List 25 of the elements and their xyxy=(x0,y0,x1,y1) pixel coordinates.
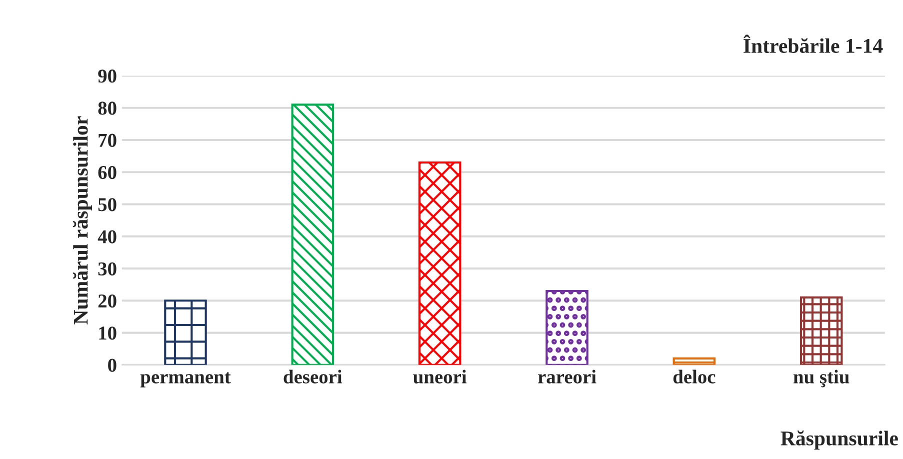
bar xyxy=(800,296,843,365)
y-tick-label: 10 xyxy=(99,326,116,340)
bar xyxy=(291,104,334,365)
x-tick-label: deloc xyxy=(673,370,716,384)
chart-title: Întrebările 1-14 xyxy=(744,34,883,53)
y-tick-label: 0 xyxy=(108,358,116,372)
y-tick-label: 20 xyxy=(98,294,116,308)
y-tick-label: 40 xyxy=(98,230,116,244)
bar xyxy=(164,300,207,365)
y-tick-label: 70 xyxy=(98,134,116,147)
bar xyxy=(418,161,462,365)
x-tick-label: rareori xyxy=(538,370,596,384)
y-tick-label: 30 xyxy=(98,262,116,276)
x-tick-label: deseori xyxy=(284,370,342,384)
y-tick-label: 50 xyxy=(98,198,116,212)
x-axis-title: Răspunsurile xyxy=(780,430,898,450)
y-tick-label: 90 xyxy=(98,70,116,83)
bar xyxy=(546,290,588,365)
bar xyxy=(672,357,716,365)
x-tick-label: nu ştiu xyxy=(794,370,850,388)
y-axis-title: Numărul răspunsurilor xyxy=(72,116,92,324)
y-tick-label: 60 xyxy=(98,166,116,180)
x-tick-label: permanent xyxy=(140,372,231,388)
x-tick-label: uneori xyxy=(413,370,467,384)
y-tick-label: 80 xyxy=(98,102,116,115)
